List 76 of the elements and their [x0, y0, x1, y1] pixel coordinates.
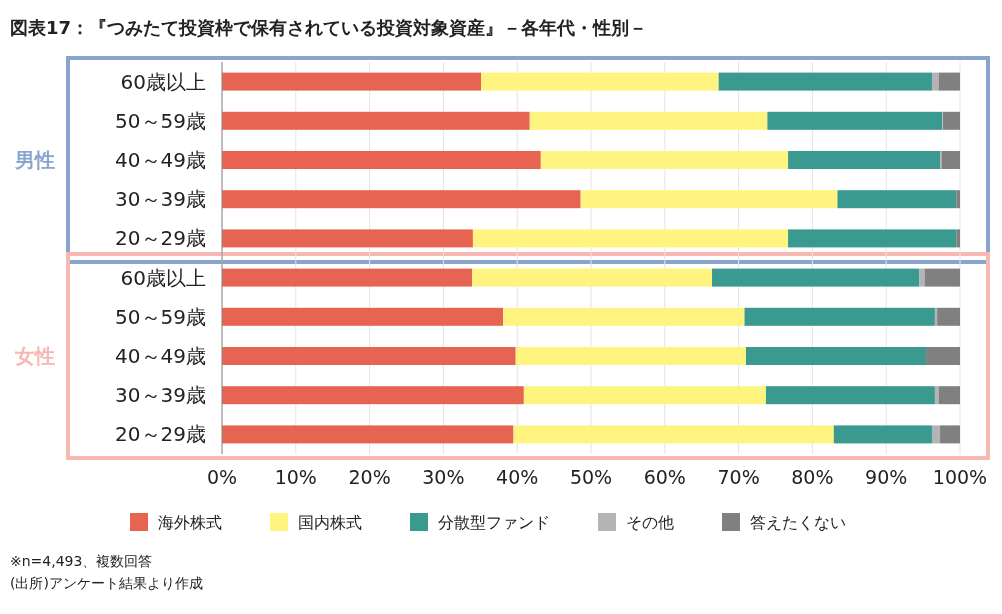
bar	[472, 229, 789, 248]
bar	[503, 307, 745, 326]
x-tick-label: 20%	[348, 466, 391, 488]
x-tick-label: 40%	[496, 466, 539, 488]
chart-title: 図表17：『つみたて投資枠で保有されている投資対象資産』－各年代・性別－	[10, 17, 648, 38]
x-tick-label: 80%	[791, 466, 834, 488]
bar	[788, 229, 957, 248]
x-tick-label: 50%	[569, 466, 613, 488]
bar	[956, 229, 960, 248]
legend-label: 国内株式	[298, 513, 362, 532]
x-tick-label: 90%	[865, 466, 908, 488]
y-tick-label: 40～49歳	[115, 148, 206, 172]
y-tick-label: 60歳以上	[120, 265, 206, 290]
y-tick-label: 60歳以上	[120, 69, 206, 94]
y-tick-label: 30～39歳	[115, 187, 206, 212]
bar	[222, 425, 514, 444]
bar	[956, 190, 960, 209]
bar	[580, 190, 838, 209]
x-tick-label: 30%	[422, 466, 465, 488]
bar	[745, 347, 927, 365]
bar	[938, 72, 960, 91]
text: (出所)アンケート結果より作成	[10, 575, 203, 591]
text: 女性	[14, 344, 55, 368]
legend-label: 海外株式	[158, 513, 222, 532]
bar	[481, 72, 719, 91]
legend-label: 答えたくない	[750, 513, 846, 532]
x-tick-label: 70%	[717, 466, 760, 488]
bar	[712, 268, 920, 287]
bar	[222, 72, 482, 91]
bar	[718, 72, 932, 91]
y-tick-label: 50～59歳	[115, 304, 206, 329]
text: ※n=4,493、複数回答	[10, 553, 153, 569]
bar	[941, 151, 960, 169]
bar	[926, 347, 960, 365]
x-tick-label: 10%	[274, 466, 317, 488]
bar	[540, 151, 789, 169]
bar	[788, 151, 941, 169]
bar	[222, 386, 524, 405]
bar	[931, 72, 939, 91]
bar	[934, 307, 938, 326]
y-tick-label: 40～49歳	[115, 344, 206, 368]
bar	[515, 347, 746, 365]
x-tick-label: 60%	[643, 466, 686, 488]
bar	[931, 425, 941, 444]
y-tick-label: 30～39歳	[115, 383, 206, 408]
x-tick-label: 0%	[206, 466, 238, 488]
bar	[924, 268, 960, 287]
bar	[523, 386, 766, 405]
bar	[934, 386, 939, 405]
y-tick-label: 20～29歳	[115, 226, 206, 251]
bar	[940, 425, 960, 444]
x-tick-label: 100%	[932, 466, 988, 488]
bar	[513, 425, 834, 444]
bar	[222, 307, 504, 326]
bar	[222, 268, 473, 287]
bar	[222, 190, 581, 209]
y-tick-label: 20～29歳	[115, 422, 206, 447]
bar	[938, 386, 960, 405]
bar	[837, 190, 957, 209]
bar	[529, 111, 768, 130]
legend-label: 分散型ファンド	[438, 513, 550, 532]
bar	[833, 425, 932, 444]
bar	[919, 268, 925, 287]
bar	[222, 111, 530, 130]
bar	[765, 386, 935, 405]
bar	[222, 347, 516, 365]
bar	[937, 307, 960, 326]
bar	[472, 268, 713, 287]
bar	[222, 151, 541, 169]
bar	[767, 111, 943, 130]
text: 男性	[14, 148, 55, 172]
legend-label: その他	[626, 513, 674, 532]
bar	[943, 111, 960, 130]
bar	[744, 307, 935, 326]
bar	[222, 229, 473, 248]
y-tick-label: 50～59歳	[115, 108, 206, 133]
